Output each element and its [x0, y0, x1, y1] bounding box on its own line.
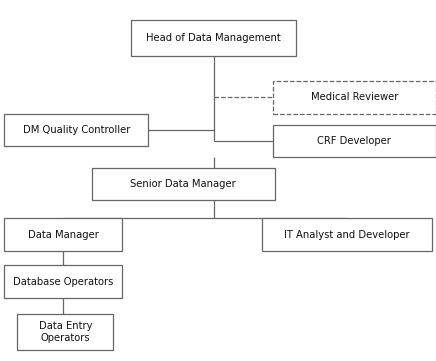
- Text: DM Quality Controller: DM Quality Controller: [23, 125, 130, 135]
- FancyBboxPatch shape: [4, 265, 122, 298]
- Text: CRF Developer: CRF Developer: [317, 136, 391, 146]
- Text: Data Entry
Operators: Data Entry Operators: [39, 321, 92, 343]
- FancyBboxPatch shape: [17, 314, 113, 350]
- Text: Data Manager: Data Manager: [28, 230, 99, 240]
- FancyBboxPatch shape: [262, 218, 432, 251]
- FancyBboxPatch shape: [92, 168, 275, 200]
- Text: Database Operators: Database Operators: [13, 277, 113, 287]
- FancyBboxPatch shape: [131, 20, 296, 56]
- Text: Senior Data Manager: Senior Data Manager: [130, 179, 236, 189]
- FancyBboxPatch shape: [272, 125, 436, 157]
- Text: Head of Data Management: Head of Data Management: [146, 33, 281, 43]
- FancyBboxPatch shape: [4, 114, 148, 146]
- Text: IT Analyst and Developer: IT Analyst and Developer: [284, 230, 409, 240]
- Text: Medical Reviewer: Medical Reviewer: [310, 92, 398, 103]
- FancyBboxPatch shape: [272, 81, 436, 114]
- FancyBboxPatch shape: [4, 218, 122, 251]
